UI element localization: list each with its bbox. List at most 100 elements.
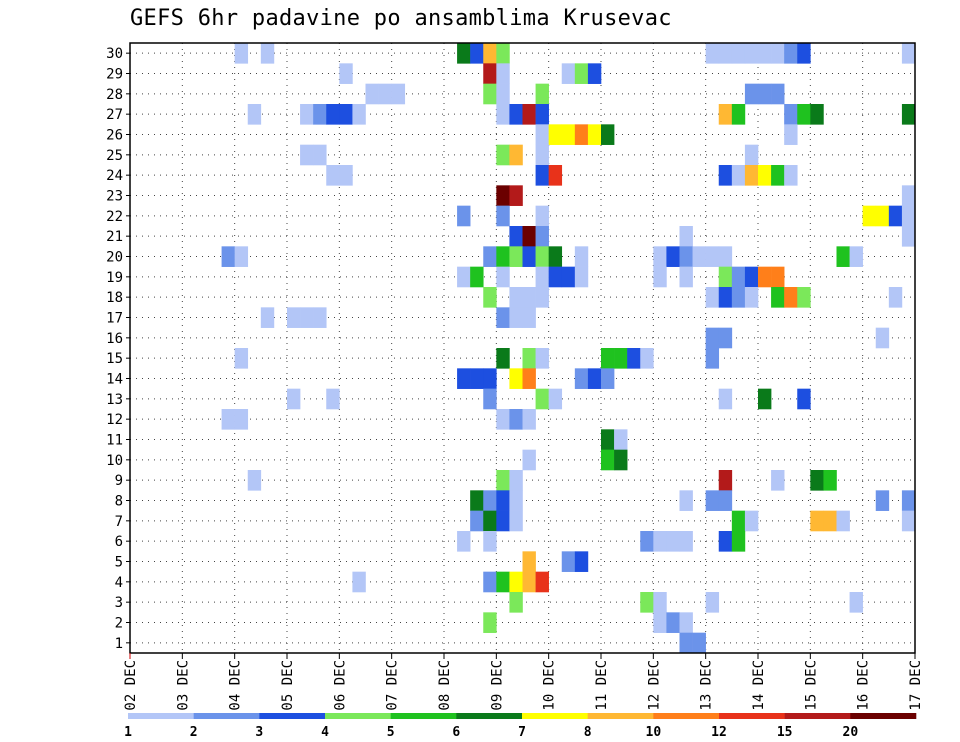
heatmap-cell	[522, 226, 536, 247]
x-tick-label: 13 DEC	[699, 660, 715, 711]
colorbar-label: 10	[646, 725, 662, 740]
colorbar-label: 7	[518, 725, 526, 740]
heatmap-cell	[561, 551, 576, 572]
heatmap-cell	[522, 551, 536, 572]
heatmap-cell	[718, 287, 733, 308]
heatmap-cell	[771, 266, 785, 288]
x-tick-label: 09 DEC	[489, 660, 505, 711]
y-tick-label: 14	[106, 372, 123, 388]
heatmap-cell	[470, 490, 484, 511]
heatmap-cell	[457, 266, 471, 288]
y-tick-label: 19	[106, 270, 123, 286]
x-tick-label: 12 DEC	[646, 660, 662, 711]
y-tick-label: 6	[115, 534, 123, 550]
heatmap-cell	[496, 307, 510, 328]
heatmap-cell	[509, 490, 523, 511]
colorbar-label: 20	[843, 725, 859, 740]
heatmap-cell	[574, 368, 589, 389]
heatmap-cell	[640, 531, 654, 552]
heatmap-cell	[849, 246, 863, 267]
heatmap-cell	[496, 470, 510, 491]
y-tick-label: 23	[106, 189, 123, 205]
heatmap-cell	[744, 165, 759, 186]
heatmap-cell	[483, 571, 497, 593]
heatmap-cell	[509, 592, 523, 613]
y-tick-label: 11	[106, 433, 123, 449]
heatmap-cell	[509, 226, 523, 247]
heatmap-cell	[836, 510, 850, 532]
heatmap-cell	[522, 368, 536, 389]
heatmap-cell	[522, 571, 536, 593]
heatmap-cell	[601, 429, 615, 450]
x-tick-label: 14 DEC	[751, 660, 767, 711]
heatmap-cell	[496, 63, 510, 84]
heatmap-cell	[496, 43, 510, 64]
y-tick-label: 25	[106, 148, 123, 164]
heatmap-cell	[679, 246, 693, 267]
heatmap-cell	[352, 104, 366, 125]
heatmap-cell	[483, 490, 497, 511]
heatmap-cell	[561, 124, 576, 145]
heatmap-cell	[731, 165, 746, 186]
heatmap-cell	[849, 592, 863, 613]
heatmap-cell	[784, 104, 798, 125]
heatmap-cell	[496, 83, 510, 105]
heatmap-cell	[731, 43, 746, 64]
heatmap-cell	[731, 531, 746, 552]
heatmap-cell	[705, 43, 720, 64]
heatmap-cell	[535, 124, 549, 145]
heatmap-cell	[784, 124, 798, 145]
y-tick-label: 20	[106, 250, 123, 266]
heatmap-cell	[509, 246, 523, 267]
heatmap-cell	[679, 531, 693, 552]
x-tick-label: 05 DEC	[280, 660, 296, 711]
heatmap-cell	[457, 531, 471, 552]
heatmap-cell	[758, 388, 772, 410]
heatmap-cell	[391, 83, 406, 105]
heatmap-cell	[771, 165, 785, 186]
y-tick-label: 3	[115, 595, 123, 611]
heatmap-cell	[574, 551, 589, 572]
heatmap-cell	[901, 185, 916, 206]
heatmap-cell	[810, 470, 824, 491]
heatmap-cell	[365, 83, 379, 105]
x-tick-label: 17 DEC	[908, 660, 924, 711]
heatmap-cell	[718, 327, 733, 349]
y-tick-label: 4	[115, 575, 123, 591]
heatmap-cell	[548, 246, 563, 267]
heatmap-cell	[901, 510, 916, 532]
y-tick-label: 2	[115, 616, 123, 632]
heatmap-cell	[875, 205, 890, 227]
heatmap-cell	[496, 571, 510, 593]
heatmap-cell	[679, 490, 693, 511]
heatmap-cell	[653, 266, 667, 288]
heatmap-cell	[221, 246, 235, 267]
heatmap-cell	[679, 266, 693, 288]
heatmap-cell	[470, 510, 484, 532]
heatmap-cell	[601, 124, 615, 145]
heatmap-cell	[627, 348, 641, 369]
heatmap-cell	[313, 144, 327, 166]
heatmap-cell	[875, 327, 890, 349]
heatmap-cell	[718, 266, 733, 288]
y-tick-label: 30	[106, 46, 123, 62]
colorbar-label: 4	[321, 725, 329, 740]
y-tick-label: 10	[106, 453, 123, 469]
colorbar-segment	[653, 713, 720, 719]
heatmap-cell	[692, 632, 706, 654]
x-tick-label: 08 DEC	[437, 660, 453, 711]
heatmap-cell	[522, 409, 536, 430]
heatmap-cell	[797, 287, 811, 308]
heatmap-cell	[901, 226, 916, 247]
heatmap-cell	[548, 124, 563, 145]
heatmap-cell	[300, 104, 314, 125]
colorbar-label: 2	[190, 725, 198, 740]
heatmap-cell	[692, 246, 706, 267]
heatmap-cell	[574, 246, 589, 267]
heatmap-cell	[522, 449, 536, 471]
heatmap-cell	[784, 287, 798, 308]
heatmap-cell	[548, 165, 563, 186]
heatmap-cell	[509, 409, 523, 430]
heatmap-cell	[705, 592, 720, 613]
